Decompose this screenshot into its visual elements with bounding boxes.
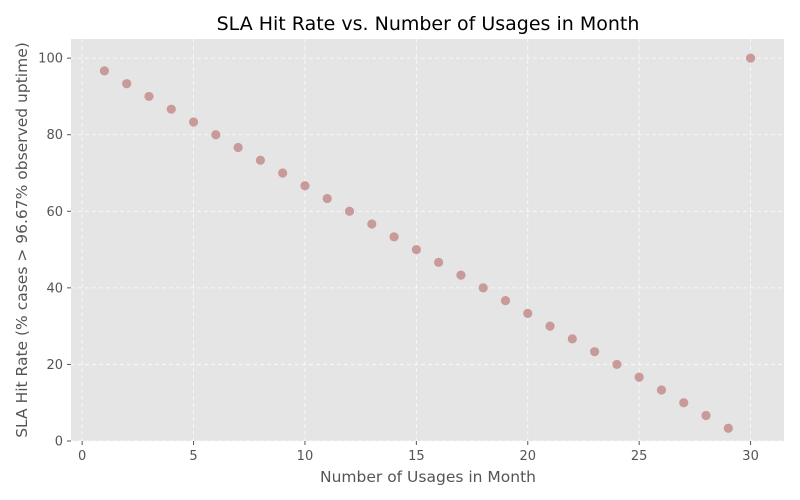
axis-ticks: 0 5 10 15 20 25 30 0 20 40 60 80 100 <box>38 52 759 464</box>
scatter-point <box>500 296 511 306</box>
scatter-point <box>322 193 332 204</box>
scatter-point <box>567 334 577 344</box>
scatter-point <box>456 270 466 280</box>
scatter-point <box>166 104 176 114</box>
x-axis-label: Number of Usages in Month <box>320 468 536 486</box>
scatter-point <box>545 321 555 331</box>
data-points <box>99 53 756 433</box>
scatter-point <box>701 410 711 421</box>
y-tick-label: 80 <box>46 128 63 143</box>
y-tick-label: 60 <box>46 205 63 220</box>
y-tick-label: 100 <box>38 52 63 67</box>
scatter-point <box>144 91 154 102</box>
plot-area <box>71 39 784 441</box>
y-tick-label: 40 <box>46 281 63 296</box>
scatter-point <box>211 130 221 140</box>
scatter-point <box>255 155 265 165</box>
chart-title: SLA Hit Rate vs. Number of Usages in Mon… <box>217 13 640 35</box>
x-tick-label: 15 <box>408 449 425 464</box>
y-tick-label: 20 <box>46 358 63 373</box>
scatter-point <box>723 423 733 433</box>
scatter-point <box>122 79 132 89</box>
x-tick-label: 5 <box>189 449 197 464</box>
x-tick-label: 0 <box>78 449 86 464</box>
scatter-point <box>278 168 288 178</box>
scatter-point <box>523 308 533 318</box>
scatter-point <box>612 359 622 370</box>
scatter-point <box>344 206 355 216</box>
gridlines <box>71 39 784 442</box>
scatter-point <box>590 347 600 357</box>
scatter-point <box>389 232 399 242</box>
x-tick-label: 30 <box>742 449 759 464</box>
scatter-point <box>634 372 644 382</box>
scatter-point <box>434 257 444 267</box>
scatter-point <box>188 117 199 127</box>
scatter-point <box>300 181 310 191</box>
scatter-point <box>367 219 377 229</box>
x-tick-label: 25 <box>631 449 648 464</box>
x-tick-label: 20 <box>519 449 536 464</box>
scatter-point <box>411 244 421 255</box>
y-tick-label: 0 <box>55 435 63 450</box>
scatter-point <box>233 142 243 153</box>
scatter-point <box>745 53 756 63</box>
x-tick-label: 10 <box>297 449 314 464</box>
scatter-point <box>656 385 667 395</box>
scatter-point <box>99 66 110 76</box>
scatter-point <box>478 283 488 293</box>
scatter-point <box>679 398 689 408</box>
y-axis-label: SLA Hit Rate (% cases > 96.67% observed … <box>13 42 31 438</box>
